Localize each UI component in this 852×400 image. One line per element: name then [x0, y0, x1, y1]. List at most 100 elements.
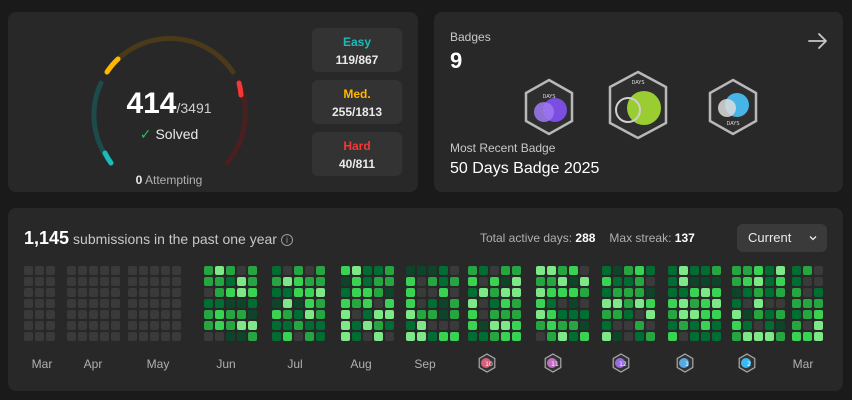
heatmap-cell[interactable]	[248, 299, 257, 308]
heatmap-cell[interactable]	[417, 332, 426, 341]
heatmap-cell[interactable]	[501, 266, 510, 275]
heatmap-cell[interactable]	[139, 299, 148, 308]
heatmap-cell[interactable]	[701, 266, 710, 275]
heatmap-cell[interactable]	[305, 332, 314, 341]
heatmap-cell[interactable]	[237, 332, 246, 341]
heatmap-cell[interactable]	[558, 310, 567, 319]
heatmap-cell[interactable]	[814, 277, 823, 286]
heatmap-cell[interactable]	[602, 332, 611, 341]
heatmap-cell[interactable]	[428, 299, 437, 308]
days-badge-purple-icon[interactable]: DAYS	[522, 78, 576, 136]
heatmap-cell[interactable]	[204, 299, 213, 308]
monthly-badge-icon[interactable]: 10	[478, 353, 496, 373]
heatmap-cell[interactable]	[732, 266, 741, 275]
heatmap-cell[interactable]	[635, 310, 644, 319]
heatmap-cell[interactable]	[46, 321, 55, 330]
heatmap-cell[interactable]	[385, 288, 394, 297]
heatmap-cell[interactable]	[776, 321, 785, 330]
heatmap-cell[interactable]	[204, 288, 213, 297]
heatmap-cell[interactable]	[89, 288, 98, 297]
heatmap-cell[interactable]	[679, 288, 688, 297]
heatmap-cell[interactable]	[646, 277, 655, 286]
heatmap-cell[interactable]	[128, 266, 137, 275]
heatmap-cell[interactable]	[569, 288, 578, 297]
heatmap-cell[interactable]	[558, 277, 567, 286]
heatmap-cell[interactable]	[547, 266, 556, 275]
heatmap-cell[interactable]	[439, 277, 448, 286]
heatmap-cell[interactable]	[89, 299, 98, 308]
heatmap-cell[interactable]	[341, 299, 350, 308]
heatmap-cell[interactable]	[406, 321, 415, 330]
heatmap-cell[interactable]	[111, 299, 120, 308]
heatmap-cell[interactable]	[690, 288, 699, 297]
heatmap-cell[interactable]	[161, 332, 170, 341]
heatmap-cell[interactable]	[305, 299, 314, 308]
heatmap-cell[interactable]	[35, 310, 44, 319]
heatmap-cell[interactable]	[501, 277, 510, 286]
heatmap-cell[interactable]	[237, 277, 246, 286]
heatmap-cell[interactable]	[294, 299, 303, 308]
heatmap-cell[interactable]	[468, 321, 477, 330]
heatmap-cell[interactable]	[204, 266, 213, 275]
heatmap-cell[interactable]	[668, 288, 677, 297]
info-icon[interactable]: i	[280, 234, 293, 246]
heatmap-cell[interactable]	[111, 288, 120, 297]
heatmap-cell[interactable]	[417, 266, 426, 275]
heatmap-cell[interactable]	[512, 299, 521, 308]
heatmap-cell[interactable]	[406, 310, 415, 319]
heatmap-cell[interactable]	[743, 321, 752, 330]
heatmap-cell[interactable]	[536, 277, 545, 286]
heatmap-cell[interactable]	[204, 321, 213, 330]
heatmap-cell[interactable]	[547, 310, 556, 319]
heatmap-cell[interactable]	[468, 332, 477, 341]
heatmap-cell[interactable]	[803, 332, 812, 341]
heatmap-cell[interactable]	[283, 310, 292, 319]
heatmap-cell[interactable]	[161, 277, 170, 286]
heatmap-cell[interactable]	[248, 288, 257, 297]
heatmap-cell[interactable]	[172, 277, 181, 286]
heatmap-cell[interactable]	[679, 321, 688, 330]
heatmap-cell[interactable]	[732, 288, 741, 297]
heatmap-cell[interactable]	[172, 310, 181, 319]
heatmap-cell[interactable]	[701, 321, 710, 330]
heatmap-cell[interactable]	[479, 310, 488, 319]
heatmap-cell[interactable]	[501, 321, 510, 330]
heatmap-cell[interactable]	[248, 266, 257, 275]
heatmap-cell[interactable]	[668, 332, 677, 341]
heatmap-cell[interactable]	[450, 299, 459, 308]
heatmap-cell[interactable]	[569, 310, 578, 319]
heatmap-cell[interactable]	[450, 277, 459, 286]
heatmap-cell[interactable]	[701, 277, 710, 286]
heatmap-cell[interactable]	[139, 310, 148, 319]
heatmap-cell[interactable]	[352, 332, 361, 341]
heatmap-cell[interactable]	[341, 310, 350, 319]
heatmap-cell[interactable]	[732, 332, 741, 341]
heatmap-cell[interactable]	[100, 332, 109, 341]
heatmap-cell[interactable]	[67, 310, 76, 319]
heatmap-cell[interactable]	[67, 321, 76, 330]
heatmap-cell[interactable]	[580, 332, 589, 341]
heatmap-cell[interactable]	[89, 310, 98, 319]
heatmap-cell[interactable]	[450, 321, 459, 330]
heatmap-cell[interactable]	[468, 277, 477, 286]
heatmap-cell[interactable]	[814, 332, 823, 341]
heatmap-cell[interactable]	[613, 321, 622, 330]
heatmap-cell[interactable]	[305, 321, 314, 330]
heatmap-cell[interactable]	[150, 288, 159, 297]
heatmap-cell[interactable]	[428, 288, 437, 297]
heatmap-cell[interactable]	[468, 288, 477, 297]
heatmap-cell[interactable]	[385, 266, 394, 275]
heatmap-cell[interactable]	[374, 277, 383, 286]
heatmap-cell[interactable]	[226, 277, 235, 286]
heatmap-cell[interactable]	[490, 321, 499, 330]
heatmap-cell[interactable]	[139, 277, 148, 286]
heatmap-cell[interactable]	[743, 277, 752, 286]
days-badge-blue-icon[interactable]: DAYS	[706, 78, 760, 136]
heatmap-cell[interactable]	[139, 266, 148, 275]
heatmap-cell[interactable]	[512, 288, 521, 297]
heatmap-cell[interactable]	[765, 332, 774, 341]
heatmap-cell[interactable]	[602, 310, 611, 319]
heatmap-cell[interactable]	[792, 288, 801, 297]
heatmap-cell[interactable]	[67, 277, 76, 286]
heatmap-cell[interactable]	[272, 288, 281, 297]
